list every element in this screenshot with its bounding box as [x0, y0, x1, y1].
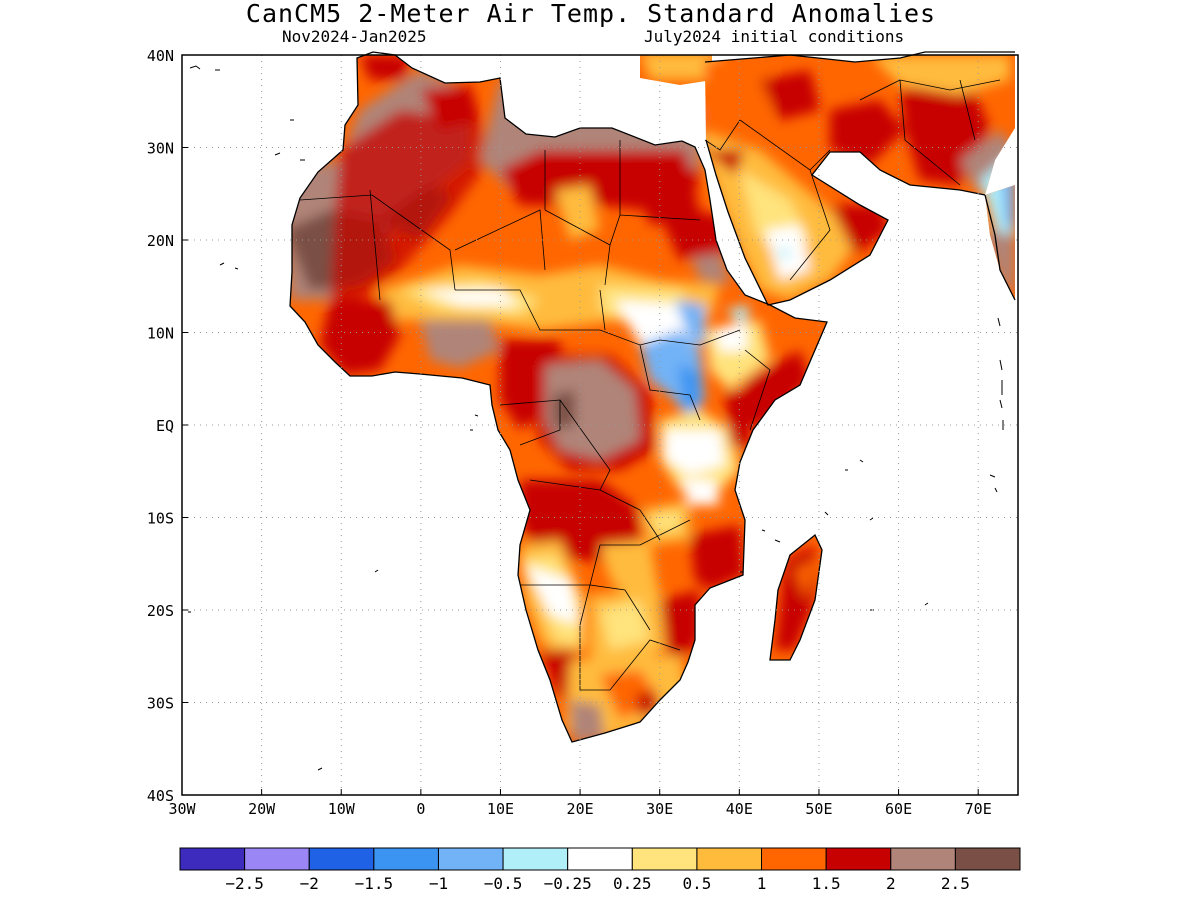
lat-tick-label: 10S	[147, 510, 174, 528]
colorbar-swatch	[308, 847, 375, 871]
islands	[188, 65, 1004, 771]
colorbar-label: −1.5	[355, 874, 394, 893]
colorbar-label: −1	[429, 874, 448, 893]
lat-tick-label: EQ	[156, 417, 174, 435]
colorbar: −2.5 −2 −1.5 −1 −0.5 −0.25 0.25 0.5 1 1.5 2 2.5	[179, 847, 1021, 893]
lon-tick-label: 50E	[805, 800, 832, 818]
colorbar-swatch	[631, 847, 698, 871]
colorbar-label: −2	[300, 874, 319, 893]
colorbar-label: 1	[757, 874, 767, 893]
colorbar-swatch	[502, 847, 569, 871]
colorbar-swatch	[825, 847, 892, 871]
map-title: CanCM5 2-Meter Air Temp. Standard Anomal…	[245, 0, 937, 28]
axis-labels: 30W 20W 10W 0 10E 20E 30E 40E 50E 60E 70E 40N 30N 20N…	[147, 47, 992, 818]
lon-tick-label: 30E	[646, 800, 673, 818]
colorbar-label: 2.5	[941, 874, 970, 893]
lon-tick-label: 10W	[328, 800, 356, 818]
anomaly-field	[290, 55, 1015, 742]
colorbar-label: 0.5	[682, 874, 711, 893]
lon-tick-label: 30W	[168, 800, 196, 818]
colorbar-swatch	[761, 847, 827, 871]
colorbar-swatch	[890, 847, 956, 871]
colorbar-swatch	[954, 847, 1021, 871]
colorbar-swatch	[567, 847, 633, 871]
colorbar-swatch	[437, 847, 504, 871]
gridlines	[182, 55, 1018, 795]
colorbar-label: −0.25	[544, 874, 592, 893]
forecast-period: Nov2024-Jan2025	[282, 27, 427, 46]
lon-tick-label: 60E	[885, 800, 912, 818]
colorbar-label: 0.25	[613, 874, 652, 893]
colorbar-label: −0.5	[484, 874, 523, 893]
colorbar-swatch	[373, 847, 439, 871]
colorbar-swatch	[244, 847, 310, 871]
lat-tick-label: 10N	[147, 325, 174, 343]
lon-tick-label: 20W	[248, 800, 276, 818]
lon-tick-label: 70E	[965, 800, 992, 818]
lat-tick-label: 30S	[147, 695, 174, 713]
lat-tick-label: 20S	[147, 602, 174, 620]
lat-tick-label: 20N	[147, 232, 174, 250]
colorbar-label: 1.5	[812, 874, 841, 893]
colorbar-swatch	[179, 847, 246, 871]
colorbar-swatch	[696, 847, 763, 871]
lat-tick-label: 40S	[147, 787, 174, 805]
coastlines	[289, 51, 1016, 743]
colorbar-label: −2.5	[225, 874, 264, 893]
lon-tick-label: 0	[416, 800, 425, 818]
country-borders	[299, 79, 1001, 691]
colorbar-label: 2	[886, 874, 896, 893]
lon-tick-label: 10E	[487, 800, 514, 818]
lat-tick-label: 40N	[147, 47, 174, 65]
initial-conditions: July2024 initial conditions	[644, 27, 905, 46]
lat-tick-label: 30N	[147, 140, 174, 158]
lon-tick-label: 40E	[726, 800, 753, 818]
lon-tick-label: 20E	[567, 800, 594, 818]
